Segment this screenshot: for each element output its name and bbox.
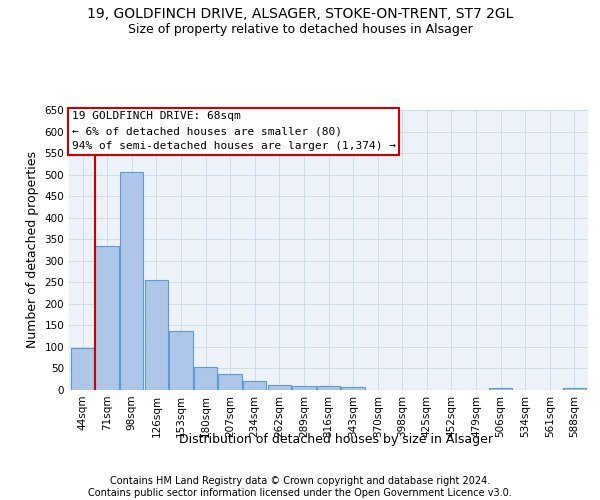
Text: Size of property relative to detached houses in Alsager: Size of property relative to detached ho… — [128, 22, 472, 36]
Bar — [317, 386, 340, 390]
Text: 19, GOLDFINCH DRIVE, ALSAGER, STOKE-ON-TRENT, ST7 2GL: 19, GOLDFINCH DRIVE, ALSAGER, STOKE-ON-T… — [87, 8, 513, 22]
Bar — [194, 367, 217, 390]
Bar — [243, 380, 266, 390]
Text: Contains HM Land Registry data © Crown copyright and database right 2024.
Contai: Contains HM Land Registry data © Crown c… — [88, 476, 512, 498]
Bar — [563, 388, 586, 390]
Bar — [120, 172, 143, 390]
Bar — [341, 387, 365, 390]
Bar — [71, 348, 94, 390]
Y-axis label: Number of detached properties: Number of detached properties — [26, 152, 39, 348]
Bar — [268, 386, 291, 390]
Bar — [145, 280, 168, 390]
Bar — [489, 388, 512, 390]
Bar — [292, 386, 316, 390]
Bar — [218, 374, 242, 390]
Text: Distribution of detached houses by size in Alsager: Distribution of detached houses by size … — [179, 432, 493, 446]
Text: 19 GOLDFINCH DRIVE: 68sqm
← 6% of detached houses are smaller (80)
94% of semi-d: 19 GOLDFINCH DRIVE: 68sqm ← 6% of detach… — [71, 112, 395, 151]
Bar — [169, 330, 193, 390]
Bar — [95, 246, 119, 390]
